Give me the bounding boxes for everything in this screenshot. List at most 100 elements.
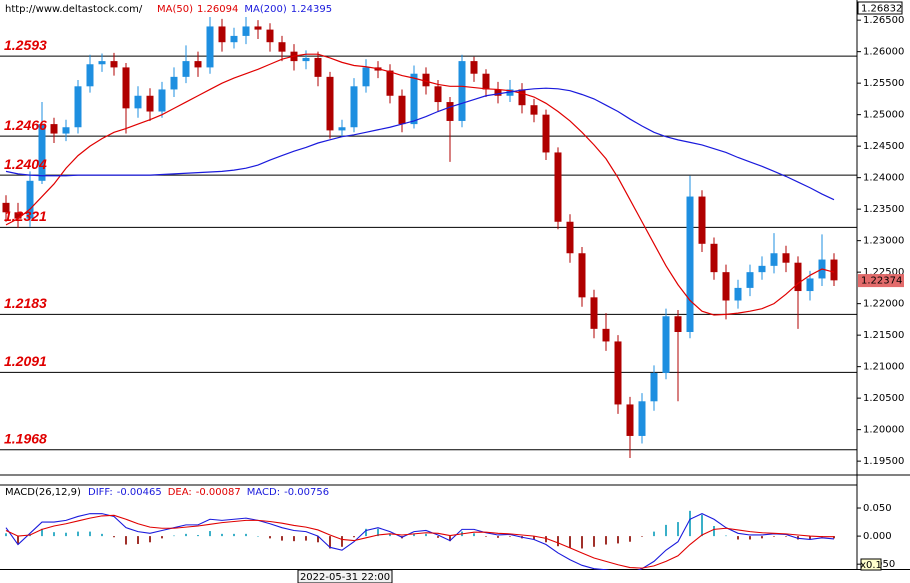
candle-body — [170, 76, 178, 90]
macd-histogram-bar — [125, 536, 127, 545]
candle-body — [278, 42, 286, 52]
macd-histogram-bar — [65, 532, 67, 537]
y-tick-label: 1.20000 — [863, 425, 904, 436]
candle-body — [410, 73, 418, 125]
candle-body — [686, 196, 694, 332]
level-label: 1.2091 — [4, 353, 47, 369]
candle-body — [158, 89, 166, 112]
candle-body — [206, 26, 214, 68]
y-tick-label: 1.26000 — [863, 47, 904, 58]
candle-body — [782, 253, 790, 263]
macd-histogram-bar — [5, 533, 7, 537]
macd-histogram-bar — [425, 533, 427, 537]
macd-histogram-bar — [17, 536, 19, 545]
macd-histogram-bar — [509, 536, 511, 537]
macd-histogram-bar — [77, 531, 79, 537]
macd-histogram-bar — [185, 533, 187, 537]
macd-histogram-bar — [293, 536, 295, 542]
candle-body — [506, 89, 514, 96]
macd-histogram-bar — [233, 533, 235, 537]
macd-histogram-bar — [173, 535, 175, 537]
legend-entry: DIFF: -0.00465 — [88, 487, 162, 498]
macd-histogram-bar — [773, 536, 775, 537]
legend-entry: MA(50) 1.26094 — [157, 4, 238, 15]
legend-value: 1.24395 — [291, 4, 332, 15]
macd-histogram-bar — [581, 536, 583, 549]
macd-histogram-bar — [161, 536, 163, 539]
macd-histogram-bar — [653, 531, 655, 537]
macd-plot — [5, 510, 835, 570]
legend-name: MA(50) — [157, 4, 193, 15]
date-label: 2022-05-31 22:00 — [300, 572, 390, 583]
candle-body — [422, 73, 430, 87]
candle-body — [62, 127, 70, 134]
candle-body — [590, 297, 598, 329]
candle-body — [494, 89, 502, 96]
macd-histogram-bar — [497, 536, 499, 538]
candle-body — [722, 272, 730, 301]
level-label: 1.2466 — [4, 117, 47, 133]
candle-body — [98, 61, 106, 65]
candle-body — [14, 212, 22, 219]
y-tick-label: 1.22500 — [863, 267, 904, 278]
macd-histogram-bar — [341, 536, 343, 547]
level-label: 1.2321 — [4, 208, 47, 224]
y-tick-label: 1.25000 — [863, 110, 904, 121]
candle-body — [698, 196, 706, 244]
candle-body — [398, 95, 406, 125]
macd-histogram-bar — [53, 532, 55, 537]
macd-histogram-bar — [41, 528, 43, 537]
legend-name: DEA: — [168, 487, 192, 498]
y-tick-label: 1.21500 — [863, 330, 904, 341]
candle-body — [806, 278, 814, 292]
macd-histogram-bar — [389, 533, 391, 537]
legend-entry: MACD: -0.00756 — [247, 487, 329, 498]
macd-histogram-bar — [785, 536, 787, 537]
moving-average — [5, 87, 835, 201]
macd-histogram-bar — [557, 536, 559, 547]
candle-body — [530, 105, 538, 115]
macd-histogram-bar — [437, 536, 439, 538]
legend-name: DIFF: — [88, 487, 113, 498]
legend-value: -0.00465 — [117, 487, 162, 498]
candle-body — [458, 61, 466, 121]
macd-histogram-bar — [449, 536, 451, 542]
macd-histogram-bar — [281, 536, 283, 541]
y-tick-label: 1.21000 — [863, 362, 904, 373]
macd-histogram-bar — [113, 536, 115, 538]
candle-body — [674, 316, 682, 332]
macd-histogram-bar — [665, 524, 667, 537]
macd-histogram-bar — [149, 536, 151, 543]
legend-name: MA(200) — [244, 4, 286, 15]
macd-histogram-bar — [137, 536, 139, 544]
y-tick-label: 1.23000 — [863, 236, 904, 247]
axis-top-box — [857, 1, 903, 15]
candle-body — [194, 61, 202, 68]
moving-average — [5, 53, 835, 316]
y-tick-label: 1.24000 — [863, 173, 904, 184]
macd-histogram-bar — [221, 533, 223, 537]
macd-histogram-bar — [809, 536, 811, 540]
candle-body — [2, 202, 10, 213]
candle-body — [146, 95, 154, 112]
candle-body — [338, 127, 346, 131]
candle-body — [122, 67, 130, 109]
macd-histogram-bar — [593, 536, 595, 547]
macd-histogram-bar — [629, 536, 631, 542]
macd-histogram-bar — [353, 536, 355, 538]
candle-body — [758, 265, 766, 273]
macd-histogram-bar — [485, 536, 487, 537]
candle-body — [38, 124, 46, 181]
legend-entry: DEA: -0.00087 — [168, 487, 241, 498]
macd-histogram-bar — [605, 536, 607, 545]
site-url: http://www.deltastock.com/ — [5, 4, 143, 15]
legend-value: 1.26094 — [197, 4, 238, 15]
macd-histogram-bar — [617, 536, 619, 544]
candle-body — [314, 57, 322, 77]
macd-histogram-bar — [245, 533, 247, 537]
price-plot — [0, 17, 857, 458]
macd-histogram-bar — [365, 528, 367, 537]
macd-histogram-bar — [317, 536, 319, 543]
candle-body — [26, 180, 34, 219]
